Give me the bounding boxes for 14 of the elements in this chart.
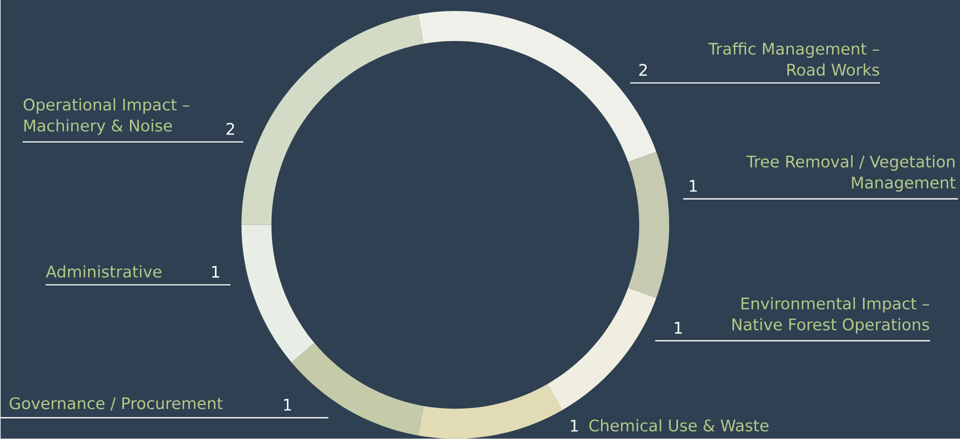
slice-label: Traffic Management – Road Works (708, 42, 880, 76)
slice-label: Environmental Impact – Native Forest Operations (732, 297, 930, 334)
slice-label: Tree Removal / Vegetation Management (746, 155, 956, 192)
data-label: 1 (674, 322, 682, 334)
data-label: 1 (284, 399, 292, 411)
slice-label: Administrative (46, 265, 162, 278)
data-label: 2 (226, 122, 234, 135)
slice-label: Chemical Use & Waste (589, 419, 768, 432)
data-label: 1 (690, 180, 697, 192)
data-label: 2 (639, 64, 647, 76)
slice-label: Governance / Procurement (10, 397, 223, 411)
slice-label: Operational Impact – Machinery & Noise (24, 98, 190, 135)
data-label: 1 (570, 420, 578, 432)
data-label: 1 (212, 266, 220, 278)
